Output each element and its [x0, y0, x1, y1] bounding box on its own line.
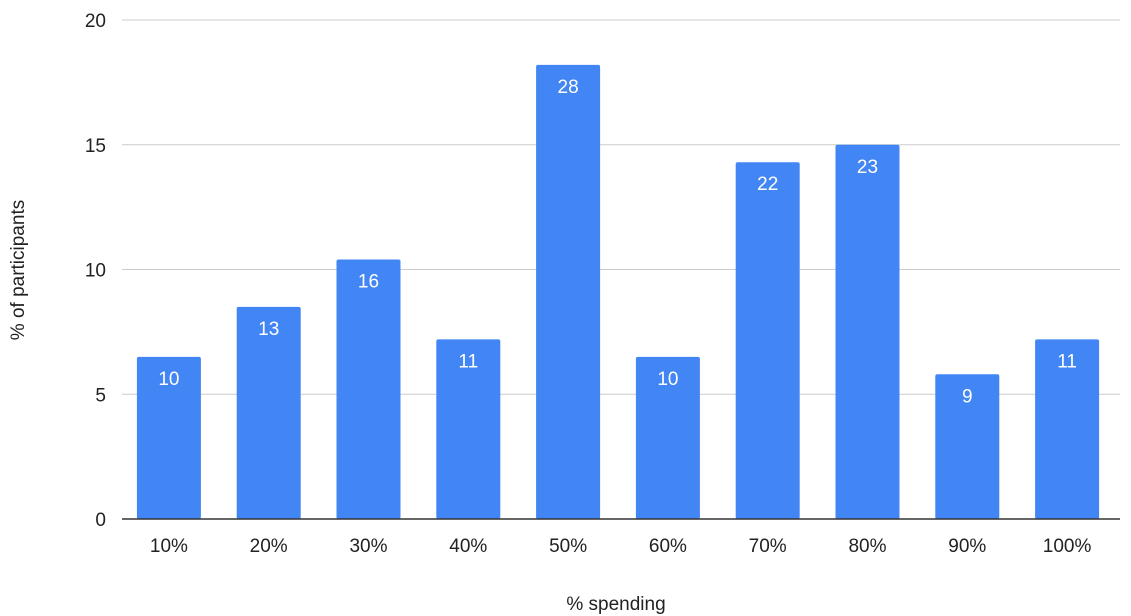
x-tick-label: 40%: [449, 536, 487, 557]
bar-data-label: 10: [657, 369, 678, 390]
bar-data-label: 10: [158, 369, 179, 390]
bar-data-label: 16: [358, 272, 379, 293]
bar-data-label: 13: [258, 319, 279, 340]
x-tick-label: 10%: [150, 536, 188, 557]
y-tick-label: 10: [85, 261, 106, 282]
y-tick-label: 5: [95, 385, 106, 406]
bar: [136, 356, 201, 519]
bar-data-label: 23: [857, 157, 878, 178]
bar-data-label: 11: [1057, 351, 1077, 372]
y-tick-label: 0: [95, 510, 106, 531]
y-axis-title: % of participants: [8, 200, 29, 340]
bar-data-label: 28: [558, 77, 579, 98]
x-tick-label: 60%: [649, 536, 687, 557]
y-tick-label: 15: [85, 136, 106, 157]
bar: [935, 374, 1000, 519]
y-tick-label: 20: [85, 11, 106, 32]
bar: [236, 306, 301, 519]
x-tick-label: 20%: [250, 536, 288, 557]
bar: [635, 356, 700, 519]
x-tick-label: 30%: [349, 536, 387, 557]
bar: [835, 144, 900, 519]
x-axis-ticks: 10% 20% 30% 40% 50% 60% 70% 80% 90% 100%: [150, 536, 1092, 557]
bar: [735, 162, 800, 519]
x-tick-label: 50%: [549, 536, 587, 557]
bar-data-label: 9: [962, 386, 973, 407]
bar-labels: 10 13 16 11 28 10 22 23 9 11: [158, 77, 1077, 407]
x-tick-label: 80%: [848, 536, 886, 557]
x-tick-label: 70%: [749, 536, 787, 557]
bar: [336, 259, 401, 519]
x-tick-label: 100%: [1043, 536, 1092, 557]
y-axis-ticks: 0 5 10 15 20: [85, 11, 106, 531]
bar: [536, 64, 601, 519]
bar-data-label: 11: [458, 351, 478, 372]
x-tick-label: 90%: [948, 536, 986, 557]
bar: [1035, 339, 1100, 519]
bar-data-label: 22: [757, 174, 778, 195]
x-axis-title: % spending: [566, 594, 665, 615]
bars: [136, 64, 1100, 519]
bar: [436, 339, 501, 519]
